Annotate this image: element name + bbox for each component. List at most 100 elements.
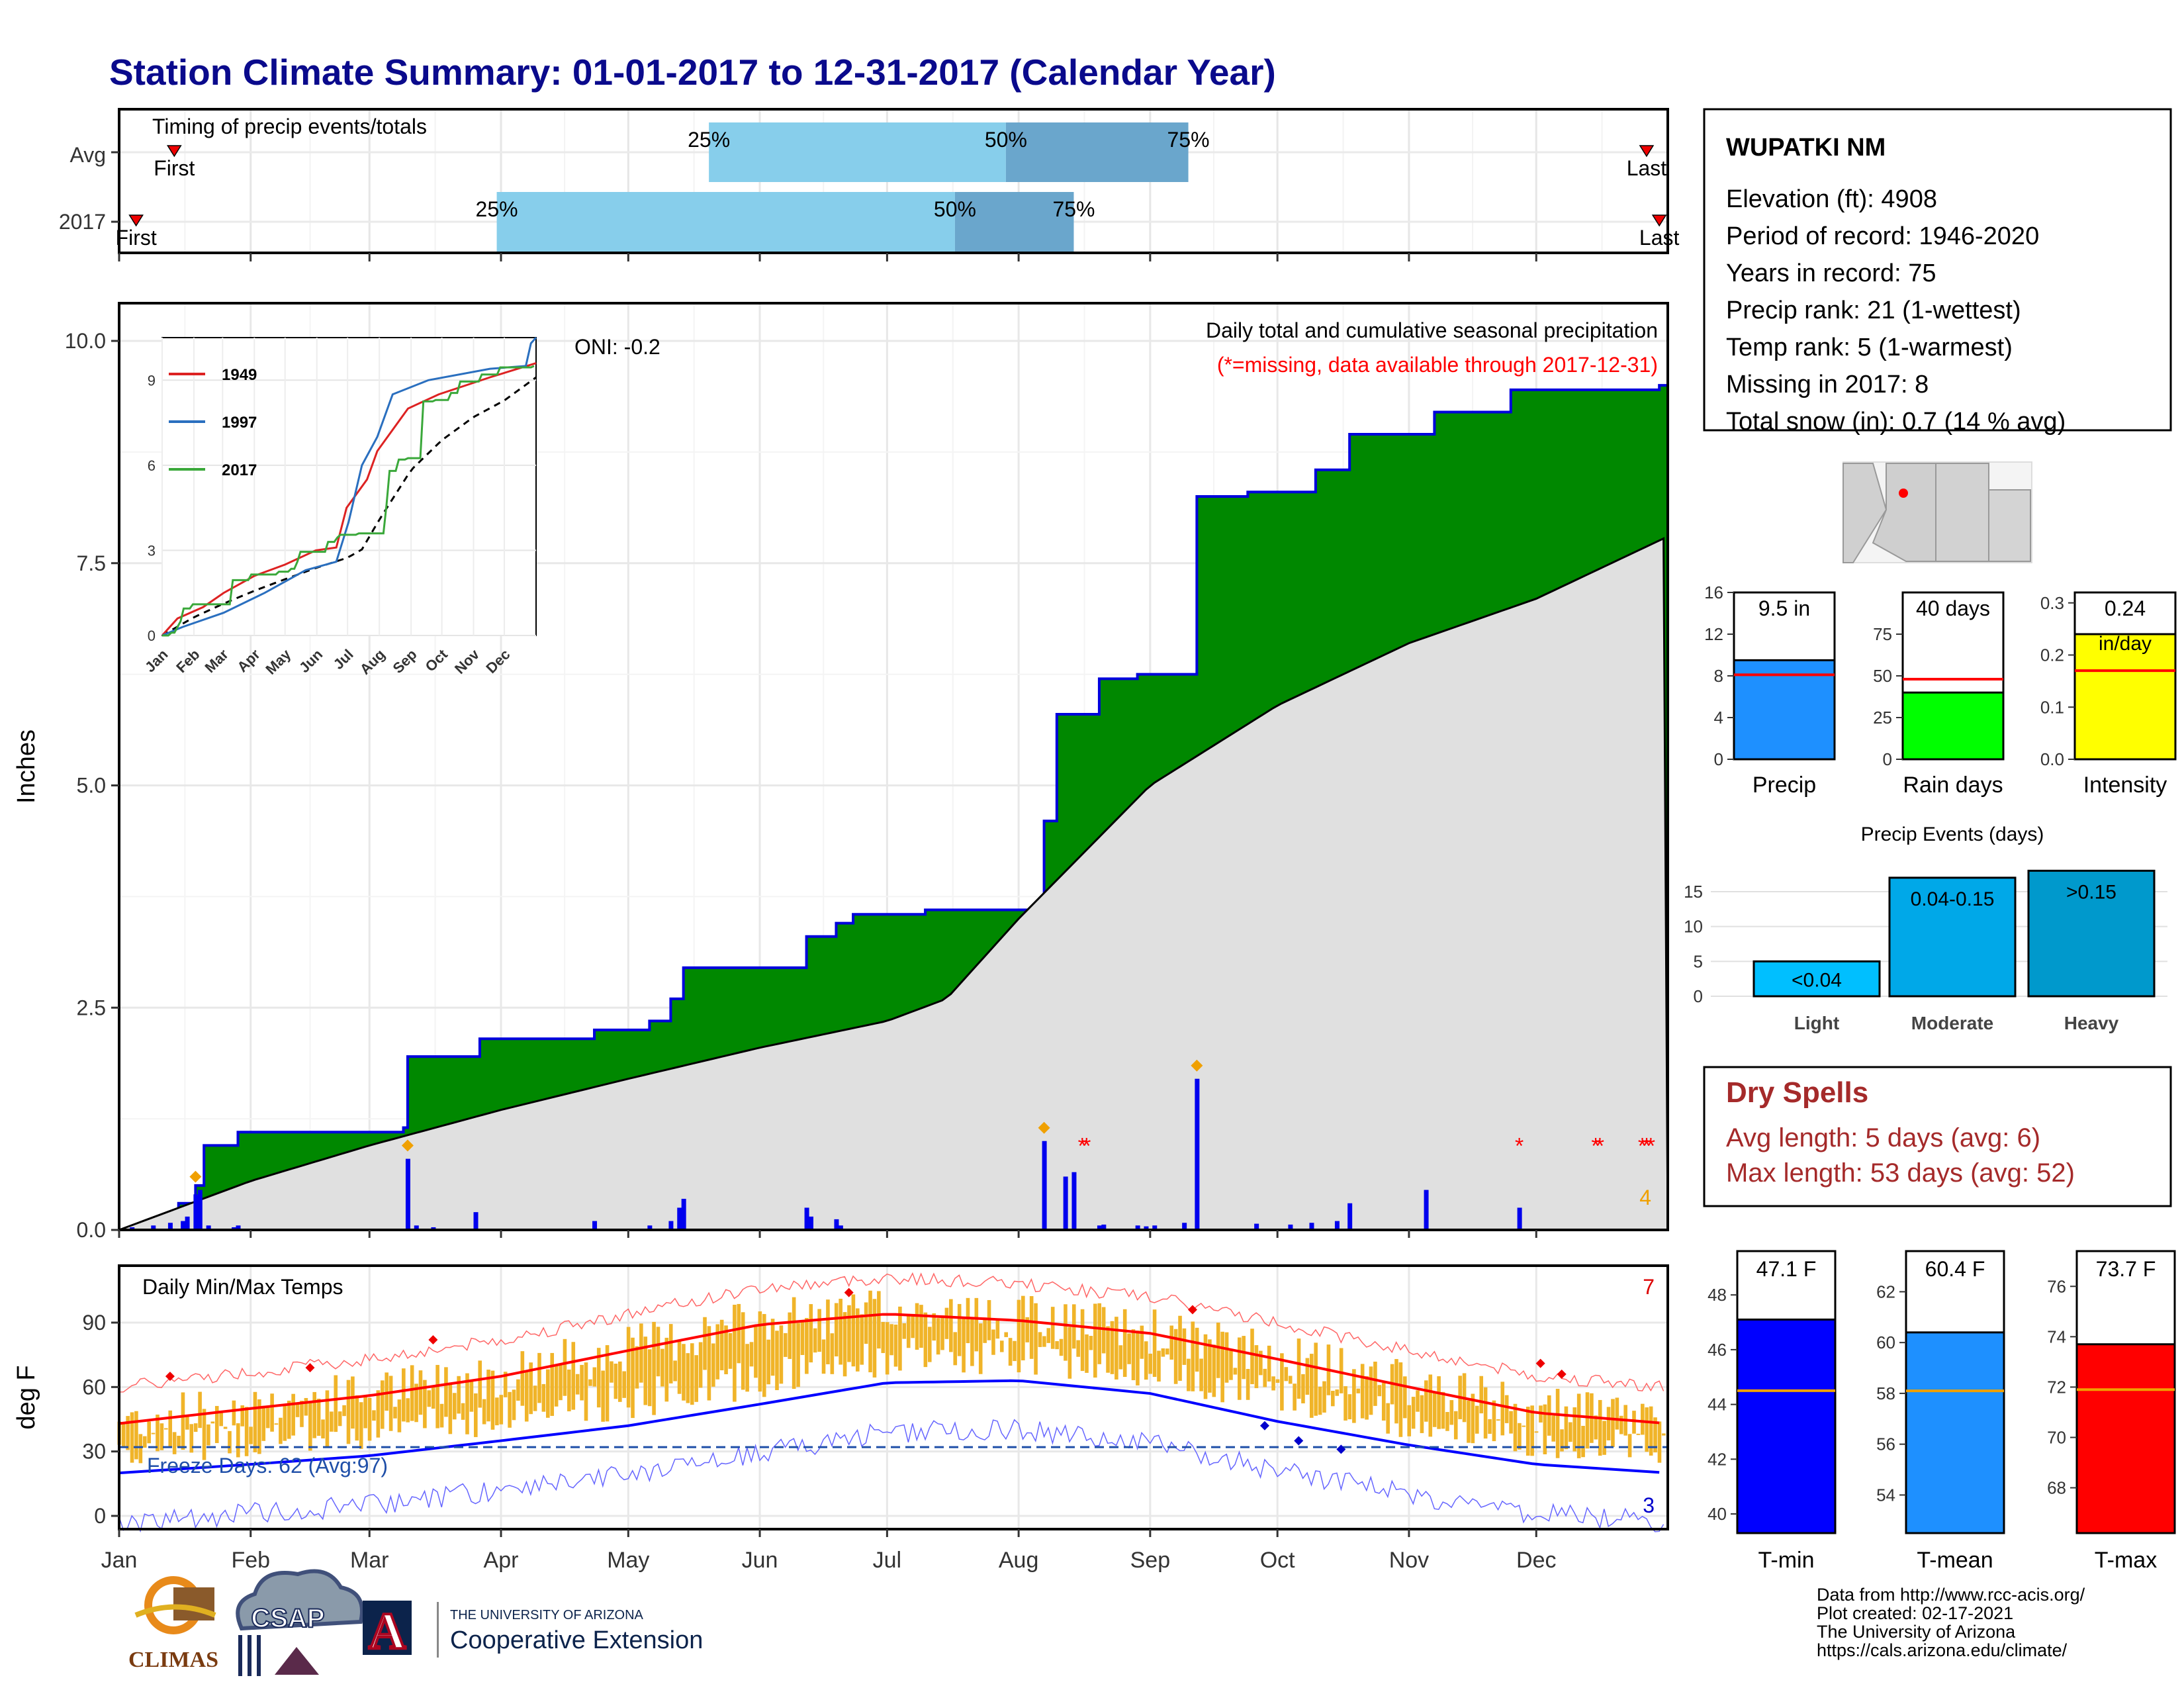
daily-temp-range-bar — [741, 1312, 745, 1390]
station-info-line: Total snow (in): 0.7 (14 % avg) — [1726, 408, 2066, 436]
temps-count-bottom: 3 — [1643, 1493, 1655, 1517]
ua-small-text: THE UNIVERSITY OF ARIZONA — [450, 1608, 644, 1622]
daily-temp-range-bar — [1118, 1345, 1123, 1370]
daily-temp-range-bar — [181, 1392, 185, 1450]
map-state-tx — [1988, 489, 2031, 562]
temp-bar-ytick-label: 72 — [2047, 1377, 2066, 1397]
daily-temp-range-bar — [1275, 1379, 1280, 1383]
temp-bar-ytick-label: 56 — [1876, 1434, 1895, 1454]
daily-precip-bar — [1309, 1223, 1314, 1230]
temp-bar-value-label: 60.4 F — [1925, 1257, 1985, 1281]
daily-temp-range-bar — [1250, 1329, 1254, 1385]
temps-ytick-label: 30 — [82, 1440, 106, 1464]
daily-temp-range-bar — [962, 1319, 966, 1373]
daily-temp-range-bar — [711, 1343, 715, 1387]
daily-temp-range-bar — [363, 1395, 367, 1429]
daily-temp-range-bar — [1318, 1386, 1322, 1415]
daily-temp-range-bar — [499, 1395, 504, 1425]
daily-temp-range-bar — [927, 1327, 932, 1362]
daily-precip-bar — [181, 1221, 186, 1230]
timing-panel: Timing of precip events/totals Avg 2017 … — [59, 108, 1680, 261]
daily-temp-range-bar — [202, 1409, 206, 1460]
daily-temp-range-bar — [766, 1339, 770, 1385]
summary-bar-ytick-label: 0.2 — [2040, 645, 2064, 665]
daily-temp-range-bar — [1169, 1325, 1174, 1360]
daily-temp-range-bar — [1042, 1336, 1046, 1347]
station-name: WUPATKI NM — [1726, 134, 1886, 162]
daily-temp-range-bar — [1339, 1348, 1343, 1393]
daily-precip-bar — [838, 1225, 843, 1230]
daily-temp-range-bar — [1038, 1332, 1042, 1347]
daily-temp-range-bar — [236, 1423, 240, 1458]
daily-temp-range-bar — [957, 1303, 962, 1356]
daily-temp-range-bar — [1284, 1367, 1289, 1382]
daily-temp-range-bar — [503, 1372, 508, 1397]
daily-temp-range-bar — [1475, 1405, 1479, 1434]
daily-temp-range-bar — [1509, 1411, 1513, 1434]
daily-temp-range-bar — [270, 1393, 274, 1432]
missing-day-star: * — [1591, 1133, 1600, 1158]
station-info-line: Temp rank: 5 (1-warmest) — [1726, 334, 2013, 361]
daily-precip-bar — [1334, 1221, 1340, 1230]
daily-temp-range-bar — [1131, 1329, 1136, 1381]
daily-precip-bar — [151, 1225, 156, 1230]
precip-ytick-label: 5.0 — [77, 774, 106, 798]
daily-temp-range-bar — [228, 1430, 232, 1454]
daily-temp-range-bar — [1127, 1333, 1131, 1364]
record-high-diamond-icon — [1557, 1369, 1567, 1379]
first-marker-icon — [128, 214, 144, 227]
footer-credit-line: https://cals.arizona.edu/climate/ — [1817, 1640, 2068, 1660]
summary-bar-ytick-label: 0.0 — [2040, 749, 2064, 769]
daily-temp-range-bar — [427, 1390, 432, 1407]
p50-label: 50% — [934, 197, 976, 221]
daily-temp-range-bar — [991, 1329, 995, 1355]
temp-bar-ytick-label: 48 — [1707, 1285, 1727, 1305]
daily-temp-range-bar — [1191, 1321, 1195, 1391]
daily-temp-range-bar — [1619, 1415, 1623, 1434]
precip-events-panel: Precip Events (days) 0 5 10 15 <0.04 Light 0.0… — [1684, 823, 2167, 1033]
temp-bar-ytick-label: 44 — [1707, 1395, 1727, 1415]
daily-temp-range-bar — [800, 1322, 805, 1355]
temp-bar-ytick-label: 70 — [2047, 1427, 2066, 1447]
daily-temp-range-bar — [1314, 1342, 1318, 1416]
daily-temp-range-bar — [172, 1432, 177, 1454]
daily-temp-range-bar — [279, 1417, 283, 1444]
timing-bar-q50-q75 — [1005, 122, 1189, 182]
daily-temp-range-bar — [571, 1342, 576, 1410]
daily-temp-range-bar — [745, 1344, 749, 1392]
dry-spells-max: Max length: 53 days (avg: 52) — [1726, 1158, 2075, 1188]
daily-temp-range-bar — [978, 1323, 983, 1374]
daily-temp-range-bar — [906, 1313, 911, 1348]
daily-temp-range-bar — [1534, 1431, 1539, 1433]
daily-temp-range-bar — [1488, 1419, 1492, 1434]
inset-legend-label: 2017 — [222, 461, 257, 479]
record-low-diamond-icon — [1336, 1444, 1346, 1454]
p25-label: 25% — [688, 128, 730, 152]
cumulative-avg-area — [118, 537, 1669, 1231]
daily-precip-bar — [130, 1227, 135, 1230]
daily-temp-range-bar — [1013, 1340, 1017, 1362]
precip-ytick-label: 2.5 — [77, 996, 106, 1019]
daily-temp-range-bar — [563, 1338, 567, 1396]
daily-temp-range-bar — [733, 1305, 737, 1402]
daily-temp-range-bar — [893, 1325, 898, 1367]
footer-credit-line: The University of Arizona — [1817, 1622, 2016, 1642]
daily-precip-bar — [681, 1198, 686, 1230]
avg-tmax-line — [118, 1313, 1660, 1425]
record-low-diamond-icon — [1294, 1436, 1304, 1446]
daily-temp-range-bar — [631, 1337, 635, 1419]
daily-temp-range-bar — [1297, 1338, 1301, 1399]
summary-bar-ytick-label: 12 — [1704, 624, 1723, 644]
daily-temp-range-bar — [643, 1336, 648, 1405]
daily-temp-range-bar — [418, 1370, 423, 1415]
event-bar-category-label: Heavy — [2064, 1013, 2119, 1033]
daily-temp-range-bar — [1322, 1381, 1326, 1413]
last-marker-icon — [1651, 214, 1667, 227]
daily-temp-range-bar — [138, 1434, 143, 1464]
daily-temp-range-bar — [1220, 1331, 1224, 1403]
daily-precip-bar — [185, 1216, 190, 1230]
daily-temp-range-bar — [715, 1324, 720, 1380]
daily-temp-range-bar — [605, 1345, 610, 1422]
month-axis-label: Jul — [873, 1548, 901, 1573]
daily-precip-bar — [592, 1221, 598, 1230]
